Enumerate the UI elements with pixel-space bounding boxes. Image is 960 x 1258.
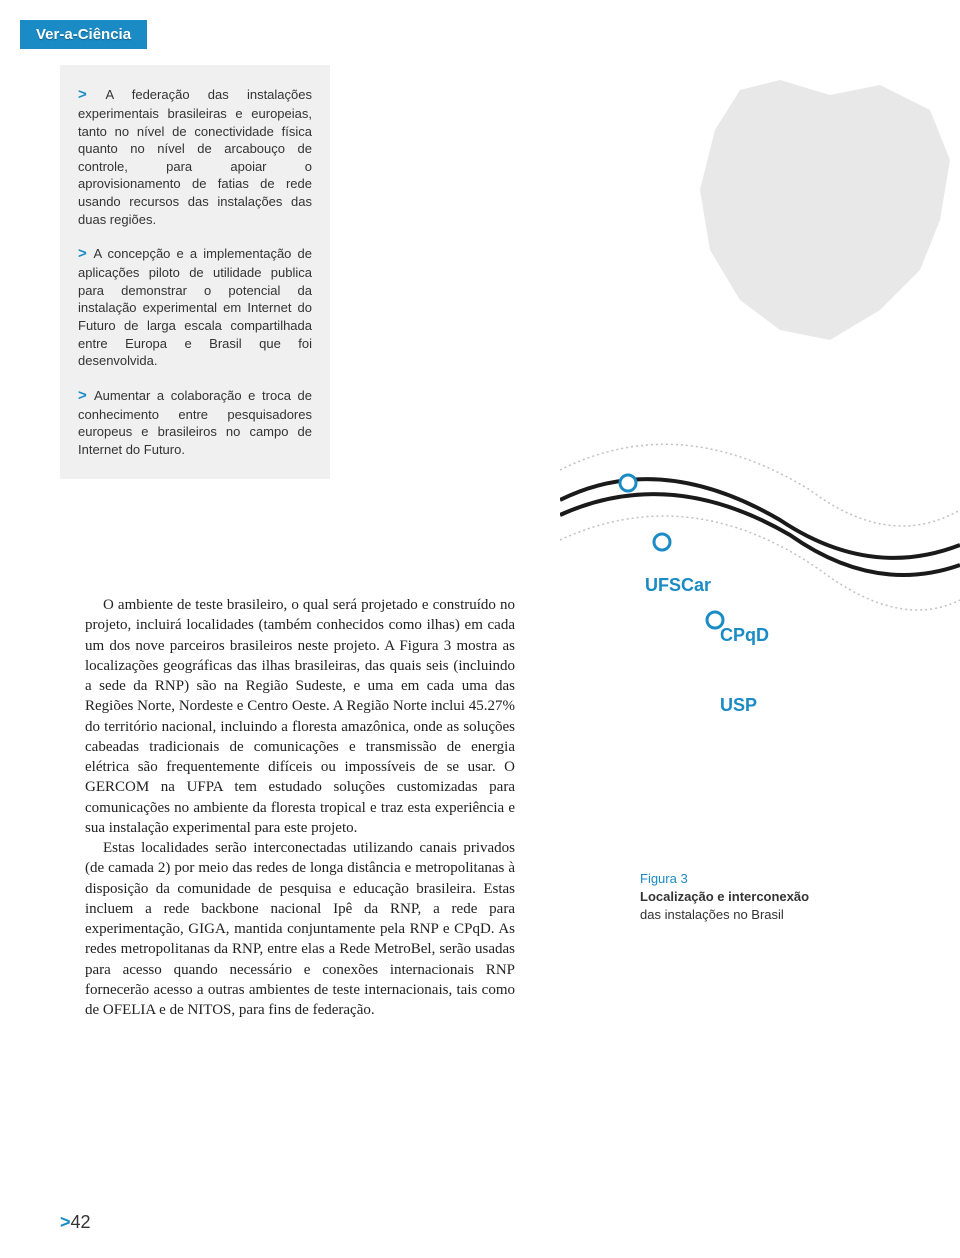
body-text: O ambiente de teste brasileiro, o qual s…: [85, 595, 515, 1020]
map-node-label-usp: USP: [720, 695, 757, 716]
bullet-text: A federação das instalações experimentai…: [78, 87, 312, 227]
paragraph-2: Estas localidades serão interconectadas …: [85, 838, 515, 1020]
bullet-item-2: > A concepção e a implementação de aplic…: [78, 244, 312, 370]
bullet-item-1: > A federação das instalações experiment…: [78, 85, 312, 228]
chevron-icon: >: [78, 245, 93, 262]
paragraph-1: O ambiente de teste brasileiro, o qual s…: [85, 595, 515, 838]
highlight-box: > A federação das instalações experiment…: [60, 65, 330, 479]
figure-label: Figura 3: [640, 870, 820, 888]
bullet-item-3: > Aumentar a colaboração e troca de conh…: [78, 386, 312, 459]
caption-bold: Localização e interconexão: [640, 889, 809, 904]
figure-caption: Figura 3 Localização e interconexão das …: [640, 870, 820, 925]
map-diagram: [560, 70, 960, 670]
chevron-icon: >: [60, 1212, 71, 1232]
map-node-label-cpqd: CPqD: [720, 625, 769, 646]
bullet-text: A concepção e a implementação de aplicaç…: [78, 246, 312, 368]
chevron-icon: >: [78, 387, 94, 404]
caption-rest: das instalações no Brasil: [640, 907, 784, 922]
bullet-text: Aumentar a colaboração e troca de conhec…: [78, 388, 312, 457]
page-number-value: 42: [71, 1212, 91, 1232]
map-node-label-ufscar: UFSCar: [645, 575, 711, 596]
chevron-icon: >: [78, 86, 106, 103]
map-outline-icon: [680, 70, 960, 350]
page-number: >42: [60, 1212, 91, 1233]
section-header-tag: Ver-a-Ciência: [20, 20, 147, 49]
